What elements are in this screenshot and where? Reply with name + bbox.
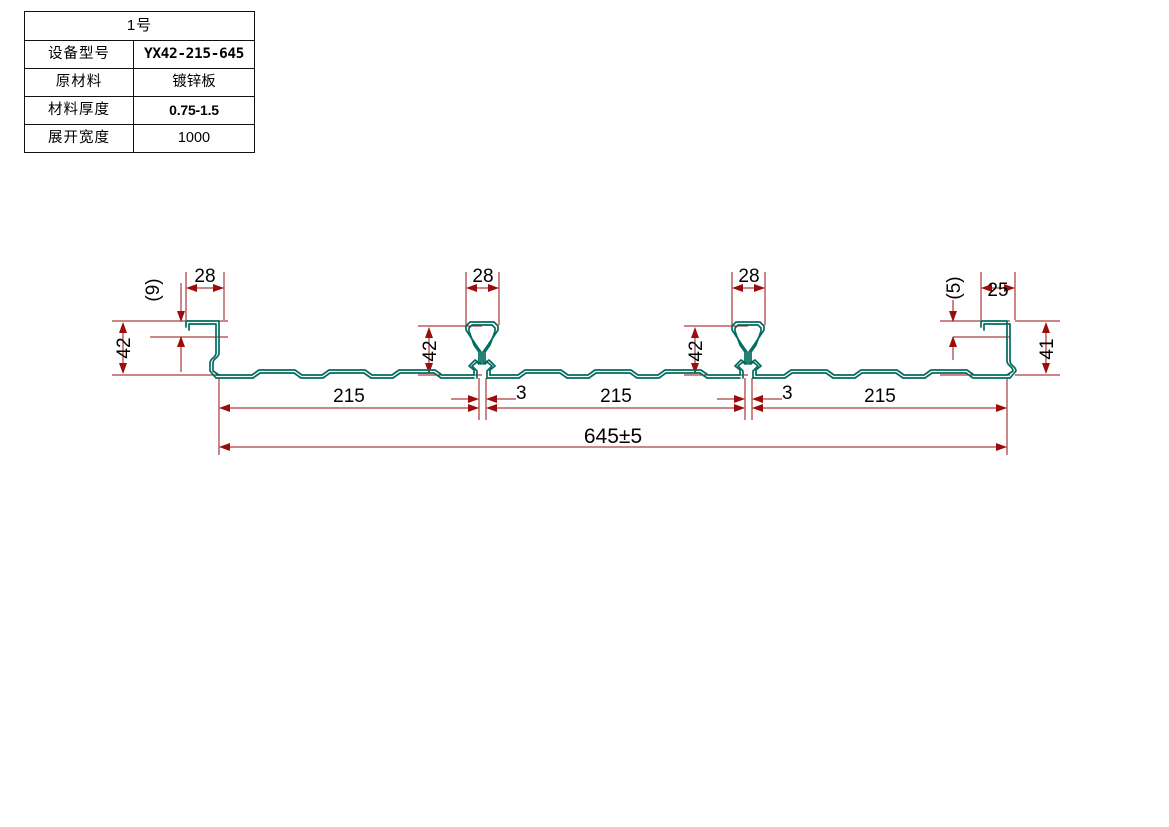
left-edge-inner-line [188,323,217,379]
table-row-title: 1号 [24,11,255,41]
sheet-profile-outline [185,320,1017,379]
spec-label-thickness: 材料厚度 [24,96,134,125]
spec-table: 1号 设备型号 YX42-215-645 原材料 镀锌板 材料厚度 0.75-1… [24,11,255,153]
dimension-lines [112,272,1060,455]
pan-2-profile [489,369,741,376]
dim-total-width: 645±5 [584,425,642,448]
table-row: 设备型号 YX42-215-645 [24,40,255,69]
dim-rib2-base: 3 [782,383,793,404]
spec-value-material: 镀锌板 [133,68,255,97]
dim-right-lip: (5) [944,276,965,299]
spec-value-thickness: 0.75-1.5 [133,96,255,125]
pan-1-inner-line [215,372,475,379]
dim-rib2-width: 28 [738,266,759,287]
spec-label-model: 设备型号 [24,40,134,69]
rib-2-profile [731,321,765,376]
pan-2-inner-line [486,372,741,379]
rib-2-inner-line [734,324,762,379]
spec-label-width: 展开宽度 [24,124,134,153]
spec-value-model: YX42-215-645 [133,40,255,69]
pan-1-profile [215,369,475,376]
dim-pan-2: 215 [600,386,632,407]
table-row: 原材料 镀锌板 [24,68,255,97]
left-edge-profile [185,320,220,376]
right-edge-inner-line [983,323,1017,379]
table-row: 展开宽度 1000 [24,124,255,153]
dim-rib2-height: 42 [686,340,707,361]
pan-3-profile [755,369,1008,376]
dim-right-height: 41 [1037,338,1058,359]
spec-table-title: 1号 [24,11,255,41]
spec-label-material: 原材料 [24,68,134,97]
rib-1-inner-line [468,324,496,379]
dim-left-height: 42 [114,337,135,358]
dim-left-top-width: 28 [194,266,215,287]
dim-pan-1: 215 [333,386,365,407]
right-edge-profile [980,320,1014,376]
table-row: 材料厚度 0.75-1.5 [24,96,255,125]
dimension-labels: 42 (9) 28 42 28 3 42 28 3 (5) 25 41 215 … [114,266,1058,448]
dim-left-lip: (9) [143,278,164,301]
rib-1-profile [465,321,499,376]
spec-value-width: 1000 [133,124,255,153]
dim-rib1-base: 3 [516,383,527,404]
dim-pan-3: 215 [864,386,896,407]
dim-right-top-width: 25 [987,280,1008,301]
dim-rib1-height: 42 [420,340,441,361]
pan-3-inner-line [752,372,1011,379]
dim-rib1-width: 28 [472,266,493,287]
